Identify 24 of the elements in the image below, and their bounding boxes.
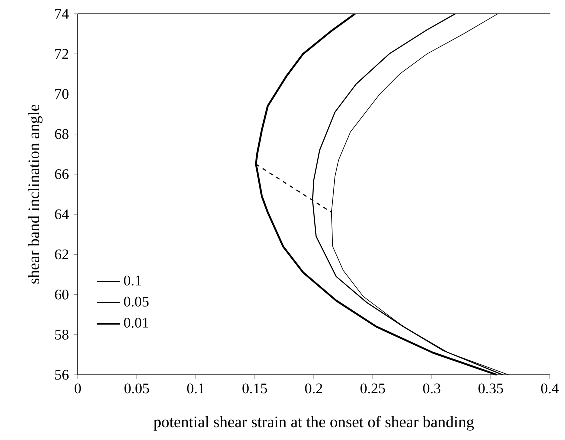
x-tick-label: 0.05 [124, 384, 150, 394]
y-tick-label: 66 [55, 170, 69, 180]
y-tick-label: 72 [56, 49, 68, 59]
y-tick-label: 74 [56, 9, 70, 19]
x-tick-label: 0.3 [423, 384, 441, 394]
x-tick-label: 0 [74, 384, 82, 394]
y-axis-title: shear band inclination angle [28, 105, 43, 284]
legend-label: 0.05 [124, 296, 149, 307]
y-tick-label: 56 [55, 370, 69, 380]
x-tick-label: 0.1 [187, 384, 204, 394]
y-tick-label: 60 [55, 290, 69, 300]
x-tick-label: 0.2 [305, 384, 322, 394]
x-tick-label: 0.25 [360, 384, 386, 394]
x-axis-title: potential shear strain at the onset of shear banding [154, 416, 474, 431]
y-tick-label: 70 [56, 89, 69, 100]
y-tick-label: 68 [55, 129, 69, 140]
x-tick-label: 0.35 [478, 384, 504, 394]
legend-label: 0.1 [124, 276, 142, 286]
y-tick-label: 64 [55, 210, 70, 220]
y-tick-label: 58 [55, 330, 69, 340]
x-tick-label: 0.15 [242, 384, 268, 394]
y-tick-label: 62 [55, 250, 68, 260]
legend-label: 0.01 [124, 318, 148, 328]
x-tick-label: 0.4 [541, 384, 559, 394]
